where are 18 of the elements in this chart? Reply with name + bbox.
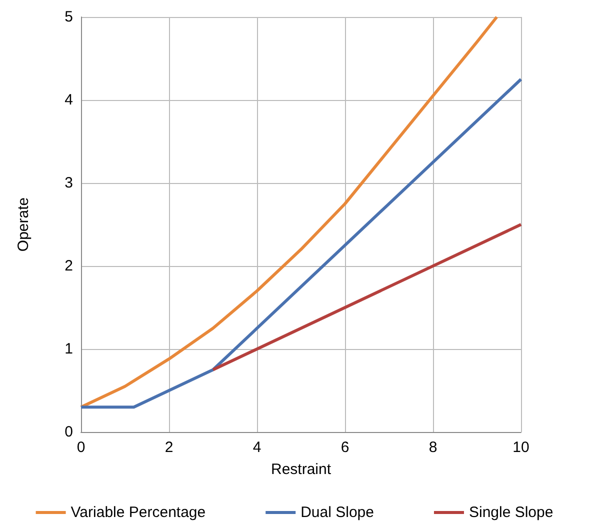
y-tick-label: 0 [64, 424, 73, 440]
y-tick-label: 2 [64, 258, 73, 274]
x-tick-label: 8 [428, 439, 438, 456]
x-tick-label: 10 [512, 439, 530, 456]
y-axis-title: Operate [15, 197, 32, 252]
x-tick-label: 0 [76, 439, 86, 456]
legend-label: Dual Slope [300, 504, 374, 521]
legend-label: Variable Percentage [70, 504, 206, 521]
y-tick-label: 4 [64, 92, 73, 108]
x-tick-label: 6 [340, 439, 350, 456]
y-tick-label: 1 [64, 340, 73, 358]
y-tick-label: 5 [64, 8, 73, 26]
line-series [80, 16, 498, 409]
x-tick-label: 4 [252, 439, 262, 456]
x-tick-label: 2 [164, 439, 174, 456]
x-axis-title: Restraint [270, 461, 332, 478]
y-tick-label: 3 [64, 174, 73, 192]
legend-label: Single Slope [468, 504, 554, 521]
